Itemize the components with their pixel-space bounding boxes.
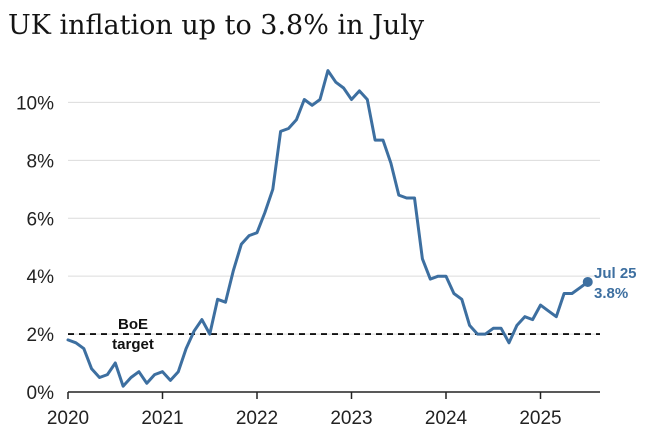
x-tick-label: 2023 — [330, 408, 372, 429]
inflation-series-line — [66, 69, 590, 388]
boe-label-line2: target — [112, 336, 154, 353]
chart-title: UK inflation up to 3.8% in July — [8, 10, 425, 41]
end-label-value: 3.8% — [594, 285, 628, 302]
end-label-date: Jul 25 — [594, 265, 637, 282]
boe-label-line1: BoE — [118, 316, 148, 333]
annotations: BoE target Jul 25 3.8% — [110, 265, 637, 356]
series-layer — [66, 69, 593, 388]
gridlines — [68, 101, 600, 335]
y-tick-label: 0% — [27, 383, 55, 404]
x-tick-label: 2022 — [236, 408, 278, 429]
x-tick-label: 2024 — [425, 408, 468, 429]
y-axis: 0% 2% 4% 6% 8% 10% — [16, 93, 54, 404]
latest-point-marker — [582, 276, 593, 287]
x-tick-label: 2020 — [47, 408, 89, 429]
y-tick-label: 2% — [27, 325, 55, 346]
y-tick-label: 8% — [27, 151, 55, 172]
x-tick-label: 2025 — [519, 408, 561, 429]
x-tick-label: 2021 — [141, 408, 183, 429]
y-tick-label: 10% — [16, 93, 54, 114]
y-tick-label: 4% — [27, 267, 55, 288]
y-tick-label: 6% — [27, 209, 55, 230]
x-axis: 2020 2021 2022 2023 2024 2025 — [47, 391, 600, 429]
